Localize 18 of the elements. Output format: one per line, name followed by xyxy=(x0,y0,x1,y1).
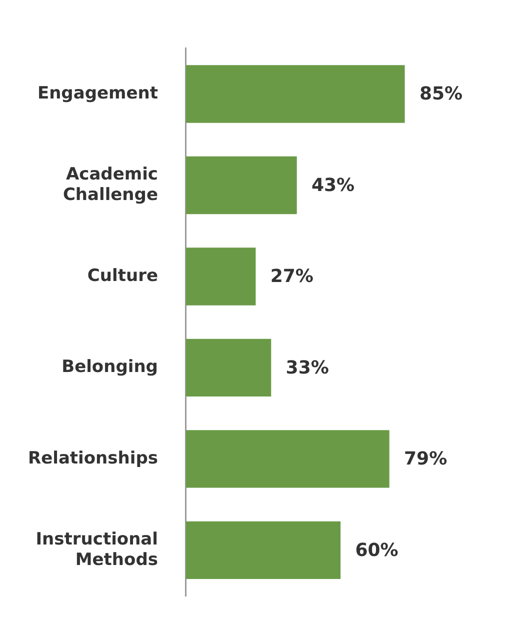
data-label: 43% xyxy=(312,174,355,196)
bar xyxy=(186,156,297,214)
data-label: 27% xyxy=(270,266,314,288)
y-tick-label: Relationships xyxy=(28,448,158,468)
data-label: 85% xyxy=(419,84,463,105)
bar xyxy=(186,248,256,306)
y-tick-label: Culture xyxy=(87,266,158,286)
y-tick-label: Instructional Methods xyxy=(36,529,158,570)
data-label: 79% xyxy=(404,448,448,470)
data-label: 33% xyxy=(286,357,329,378)
bar xyxy=(186,430,390,488)
bar xyxy=(186,65,405,123)
y-tick-label: Academic Challenge xyxy=(62,164,158,205)
y-tick-label: Engagement xyxy=(37,83,158,104)
y-tick-label: Belonging xyxy=(62,357,158,378)
data-label: 60% xyxy=(355,540,398,561)
bar xyxy=(186,338,272,397)
bar xyxy=(186,521,341,580)
